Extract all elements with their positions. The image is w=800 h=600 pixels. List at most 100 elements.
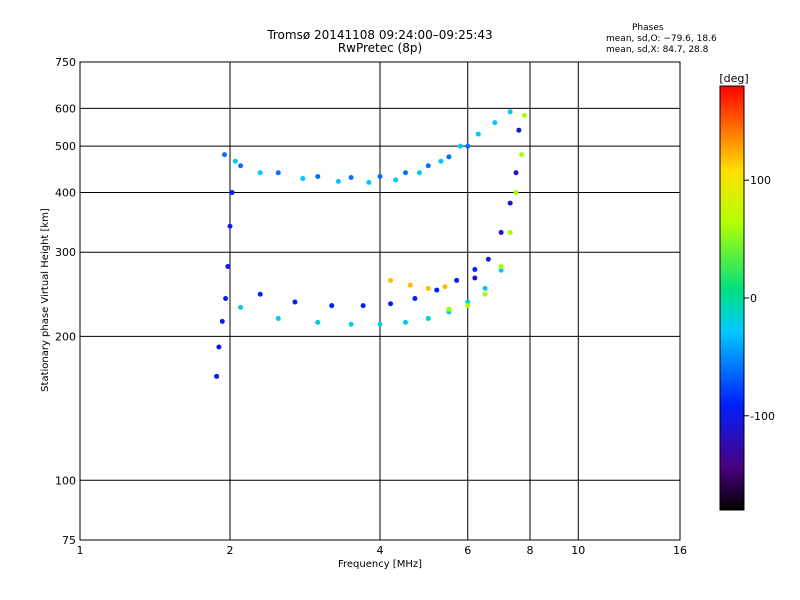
- data-point: [388, 301, 394, 307]
- data-point: [335, 178, 341, 184]
- data-point: [360, 303, 366, 309]
- data-point: [457, 143, 463, 149]
- x-tick-label: 2: [227, 544, 234, 557]
- x-tick-label: 6: [464, 544, 471, 557]
- y-tick-label: 200: [55, 330, 76, 343]
- data-point: [227, 223, 233, 229]
- x-tick-labels: 1 2 4 6 8 10 16: [77, 544, 688, 557]
- data-point: [465, 299, 471, 305]
- data-point: [425, 315, 431, 321]
- data-point: [472, 267, 478, 273]
- data-point: [214, 373, 220, 379]
- data-point: [348, 321, 354, 327]
- data-point: [492, 120, 498, 126]
- data-point: [348, 174, 354, 180]
- data-point: [402, 170, 408, 176]
- data-point: [315, 174, 321, 180]
- data-point: [454, 277, 460, 283]
- y-tick-labels: 75 100 200 300 400 500 600 750: [55, 56, 76, 547]
- y-tick-label: 500: [55, 140, 76, 153]
- colorbar-tick-label: -100: [750, 410, 775, 423]
- data-point: [522, 112, 528, 118]
- y-tick-label: 100: [55, 474, 76, 487]
- data-point: [485, 256, 491, 262]
- data-point: [513, 189, 519, 195]
- data-point: [275, 315, 281, 321]
- stats-x-mode: mean, sd,X: 84.7, 28.8: [606, 45, 709, 55]
- colorbar: [719, 85, 745, 511]
- data-point: [377, 174, 383, 180]
- data-points: [214, 109, 528, 379]
- data-point: [498, 267, 504, 273]
- data-point: [407, 282, 413, 288]
- x-tick-label: 4: [377, 544, 384, 557]
- data-point: [507, 229, 513, 235]
- y-tick-label: 300: [55, 246, 76, 259]
- data-point: [446, 154, 452, 160]
- colorbar-ticks: 100 0 -100: [744, 174, 775, 423]
- data-point: [465, 303, 471, 309]
- data-point: [516, 127, 522, 133]
- data-point: [416, 170, 422, 176]
- data-point: [219, 318, 225, 324]
- colorbar-tick-label: 0: [750, 292, 757, 305]
- y-tick-label: 600: [55, 102, 76, 115]
- x-tick-label: 10: [571, 544, 585, 557]
- data-point: [225, 264, 231, 270]
- data-point: [257, 291, 263, 297]
- y-tick-label: 750: [55, 56, 76, 69]
- data-point: [232, 158, 238, 164]
- data-point: [519, 152, 525, 158]
- data-point: [507, 200, 513, 206]
- data-point: [434, 287, 440, 293]
- y-axis-label: Stationary phase Virtual Height [km]: [40, 208, 51, 392]
- data-point: [393, 177, 399, 183]
- y-tick-label: 75: [62, 534, 76, 547]
- data-point: [275, 170, 281, 176]
- x-axis-label: Frequency [MHz]: [338, 559, 422, 570]
- data-point: [377, 321, 383, 327]
- data-point: [498, 229, 504, 235]
- plot-frame: [79, 61, 681, 541]
- data-point: [300, 175, 306, 181]
- chart-title: Tromsø 20141108 09:24:00–09:25:43: [267, 28, 493, 42]
- data-point: [388, 277, 394, 283]
- data-point: [442, 284, 448, 290]
- data-point: [513, 170, 519, 176]
- data-point: [238, 304, 244, 310]
- data-point: [402, 319, 408, 325]
- data-point: [216, 344, 222, 350]
- x-tick-label: 8: [527, 544, 534, 557]
- colorbar-label: [deg]: [719, 72, 748, 85]
- data-point: [315, 319, 321, 325]
- x-tick-label: 16: [673, 544, 687, 557]
- data-point: [229, 189, 235, 195]
- data-point: [238, 163, 244, 169]
- data-point: [366, 179, 372, 185]
- colorbar-tick-label: 100: [750, 174, 771, 187]
- stats-o-mode: mean, sd,O: −79.6, 18.6: [606, 34, 717, 44]
- grid-lines: [80, 62, 680, 540]
- x-tick-label: 1: [77, 544, 84, 557]
- data-point: [257, 170, 263, 176]
- data-point: [438, 158, 444, 164]
- data-point: [425, 285, 431, 291]
- data-point: [482, 291, 488, 297]
- data-point: [222, 152, 228, 158]
- data-point: [507, 109, 513, 115]
- data-point: [465, 143, 471, 149]
- data-point: [475, 131, 481, 137]
- data-point: [425, 163, 431, 169]
- y-tick-label: 400: [55, 186, 76, 199]
- data-point: [482, 285, 488, 291]
- data-point: [472, 275, 478, 281]
- data-point: [223, 296, 229, 302]
- chart-subtitle: RwPretec (8p): [337, 41, 423, 55]
- data-point: [498, 264, 504, 270]
- data-point: [446, 306, 452, 312]
- data-point: [329, 303, 335, 309]
- data-point: [412, 296, 418, 302]
- stats-heading: Phases: [632, 23, 664, 33]
- data-point: [292, 299, 298, 305]
